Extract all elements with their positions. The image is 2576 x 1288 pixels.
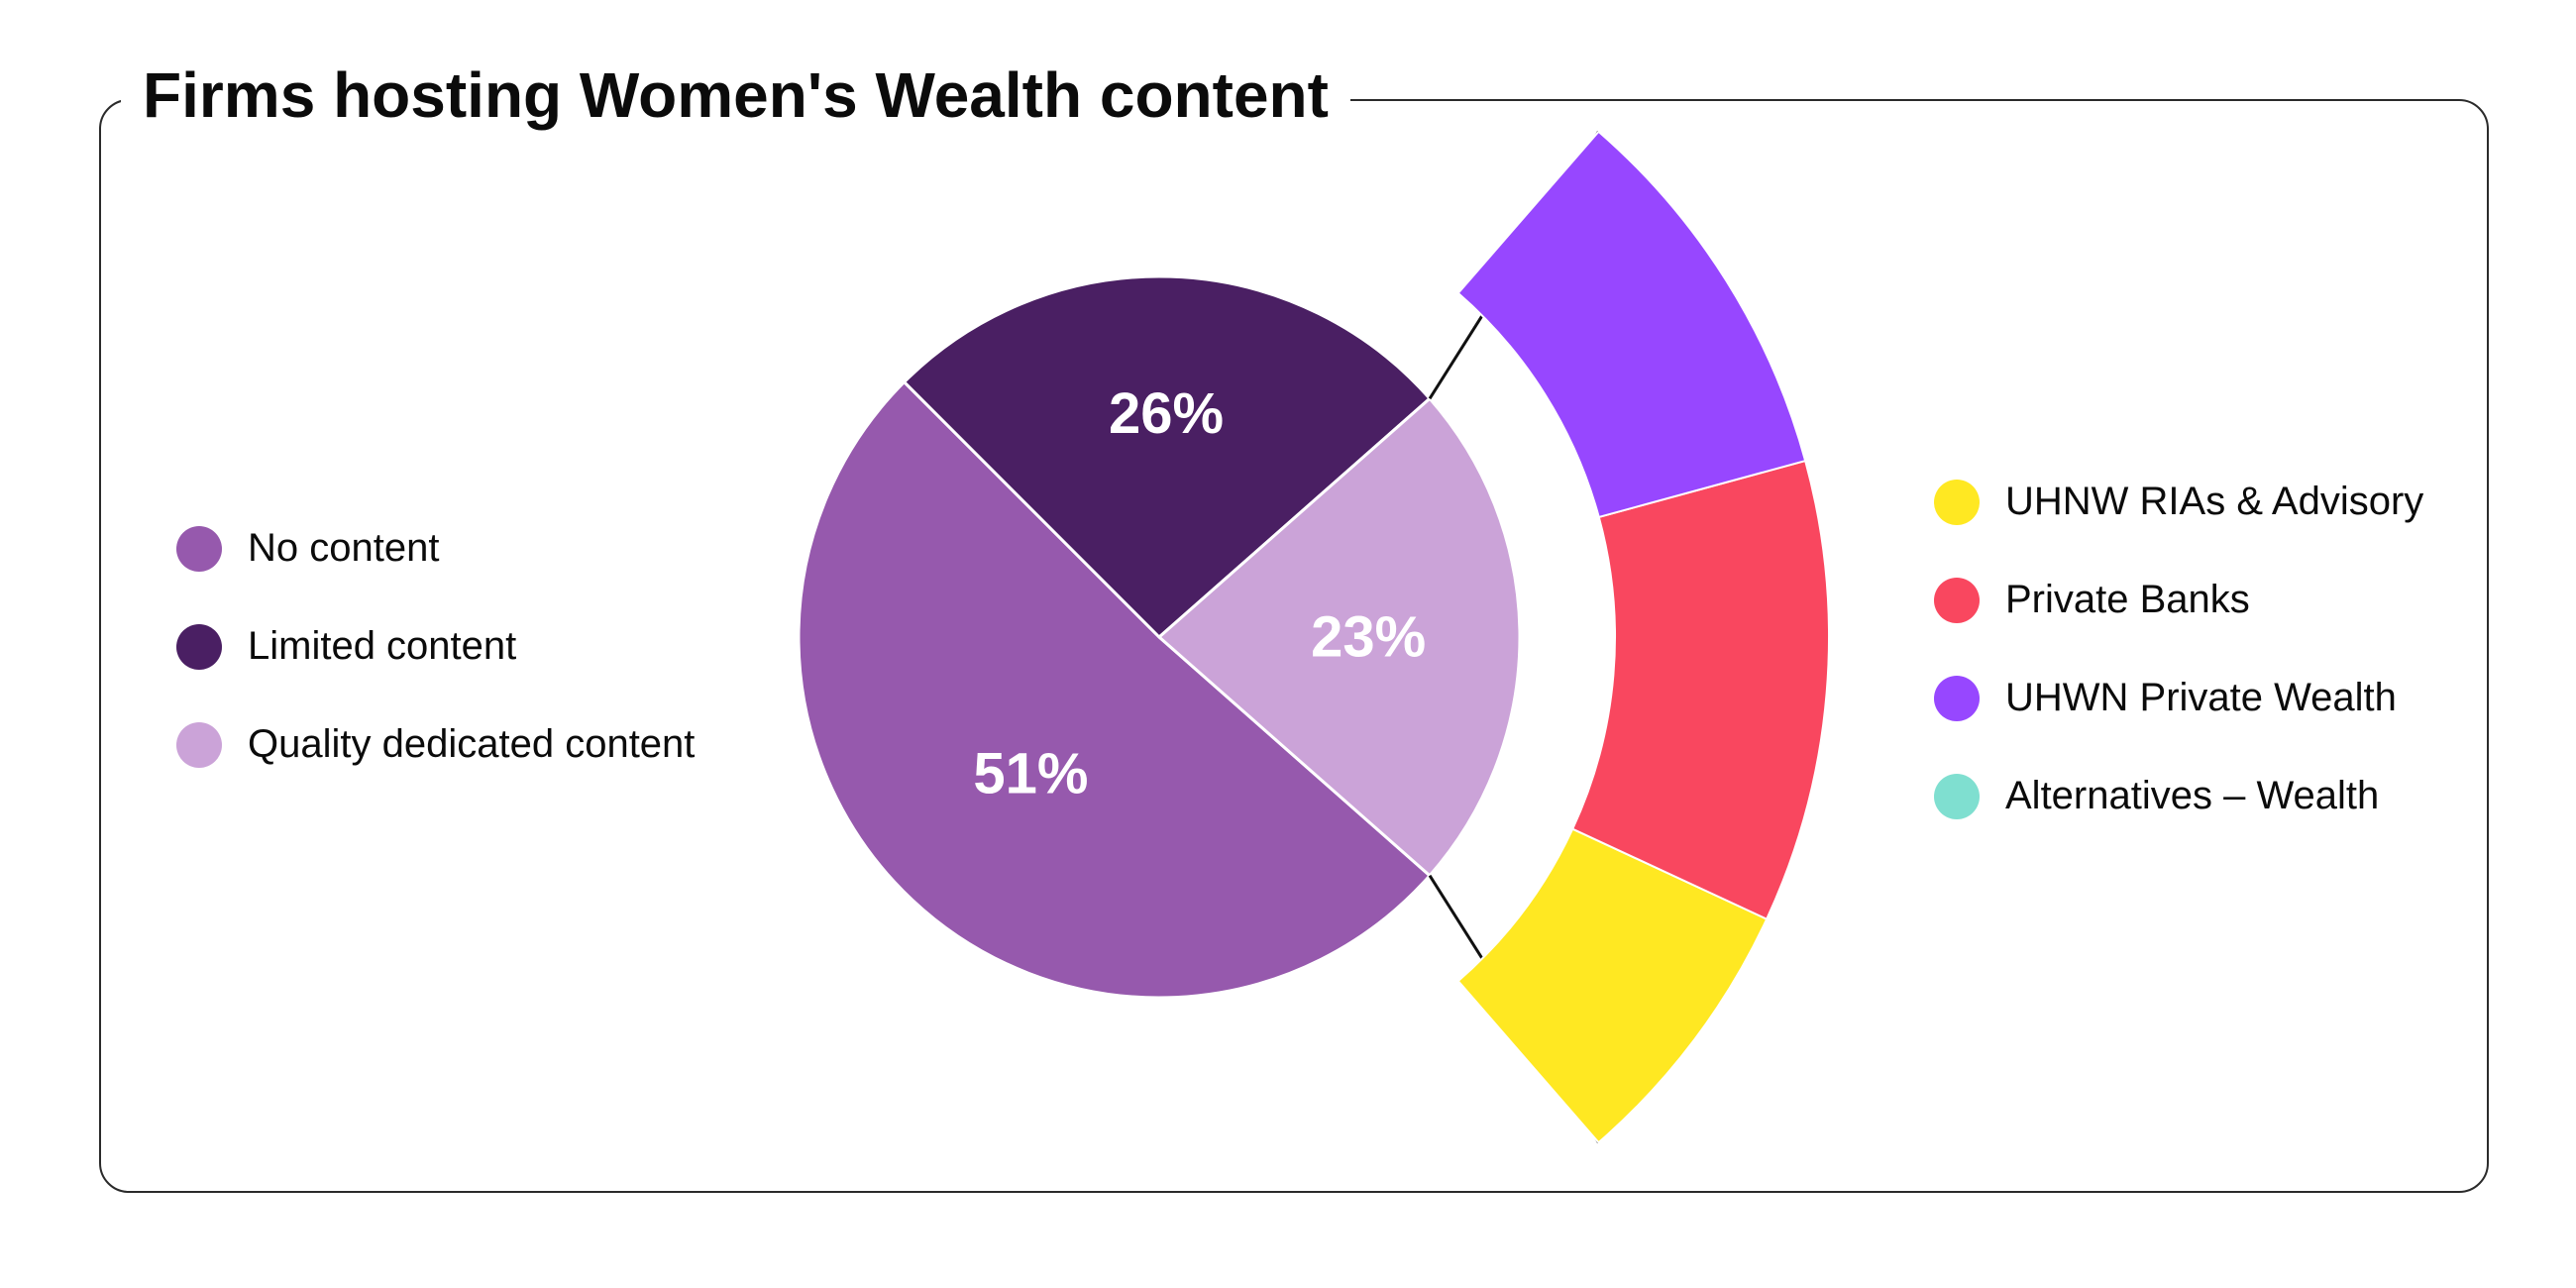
pie-slice-no-content (797, 380, 1432, 1000)
legend-swatch (1934, 479, 1980, 525)
pie-slice-limited-content (903, 274, 1432, 639)
legend-item-no-content: No content (176, 499, 695, 597)
pie-value-label: 23% (1311, 605, 1426, 670)
legend-label: Alternatives – Wealth (2005, 774, 2380, 817)
legend-label: UHNW RIAs & Advisory (2005, 480, 2424, 523)
legend-label: UHWN Private Wealth (2005, 676, 2397, 719)
legend-swatch (176, 721, 222, 768)
legend-swatch (1934, 773, 1980, 819)
legend-item-uhwn-private-wealth: UHWN Private Wealth (1934, 649, 2423, 747)
pie-slice-quality-dedicated-content (1157, 396, 1522, 878)
pie-value-labels: 51% 26% 23% (973, 381, 1426, 806)
ring-segment-uhwn-private-wealth (1456, 130, 1807, 519)
ring-segment-uhnw-rias-advisory (1456, 827, 1769, 1144)
breakdown-legend: UHNW RIAs & Advisory Private Banks UHWN … (1934, 453, 2423, 845)
pie (797, 274, 1522, 1000)
legend-item-quality-dedicated-content: Quality dedicated content (176, 696, 695, 794)
legend-label: Quality dedicated content (248, 722, 696, 766)
legend-swatch (1934, 577, 1980, 623)
legend-label: Limited content (248, 624, 517, 668)
breakdown-ring (1428, 130, 1830, 1144)
pie-value-label: 51% (973, 741, 1088, 805)
legend-swatch (176, 525, 222, 572)
legend-item-limited-content: Limited content (176, 597, 695, 696)
legend-swatch (1934, 675, 1980, 721)
ring-segment-private-banks (1570, 459, 1830, 920)
legend-label: No content (248, 526, 440, 570)
legend-swatch (176, 623, 222, 670)
pie-value-label: 26% (1109, 381, 1224, 446)
pie-legend: No content Limited content Quality dedic… (176, 499, 695, 794)
legend-item-alternatives-wealth: Alternatives – Wealth (1934, 747, 2423, 845)
legend-label: Private Banks (2005, 578, 2250, 621)
legend-item-uhnw-rias-advisory: UHNW RIAs & Advisory (1934, 453, 2423, 551)
chart-title: Firms hosting Women's Wealth content (121, 52, 1350, 139)
legend-item-private-banks: Private Banks (1934, 551, 2423, 649)
